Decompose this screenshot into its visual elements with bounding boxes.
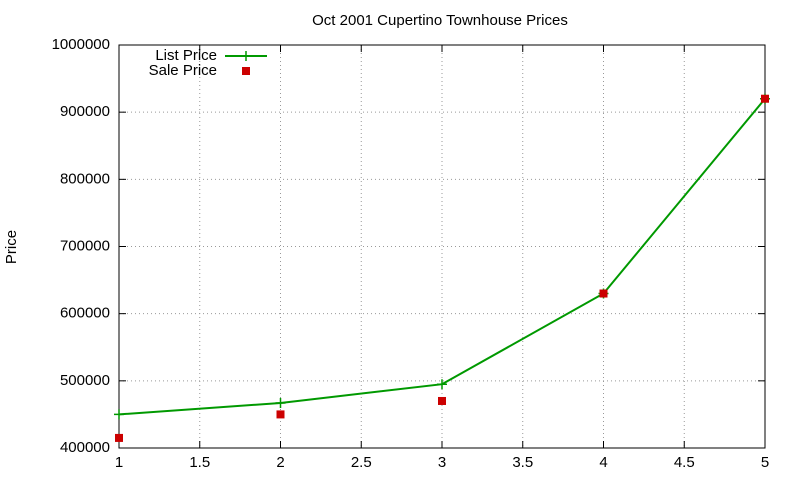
x-tick-label: 4.5 (674, 454, 695, 471)
x-tick-label: 1 (115, 454, 123, 471)
y-tick-label: 500000 (60, 372, 110, 389)
y-tick-label: 700000 (60, 237, 110, 254)
data-point (276, 410, 285, 419)
y-tick-label: 600000 (60, 305, 110, 322)
data-point (275, 397, 286, 408)
legend-marker (242, 67, 250, 75)
data-point (599, 289, 608, 298)
data-point (437, 379, 447, 390)
x-tick-label: 4 (599, 454, 607, 471)
legend-label: Sale Price (149, 62, 217, 79)
chart-title: Oct 2001 Cupertino Townhouse Prices (312, 12, 568, 29)
legend-label: List Price (155, 47, 217, 64)
x-tick-label: 5 (761, 454, 769, 471)
y-axis-label: Price (3, 230, 20, 264)
data-point (114, 409, 124, 420)
data-point (761, 94, 769, 103)
data-point (115, 433, 123, 442)
y-tick-label: 1000000 (52, 36, 110, 53)
legend-marker (241, 51, 251, 61)
x-tick-label: 3 (438, 454, 446, 471)
data-point (438, 396, 446, 405)
y-tick-label: 800000 (60, 170, 110, 187)
x-tick-label: 2 (276, 454, 284, 471)
plot-border (118, 44, 766, 449)
y-tick-label: 400000 (60, 439, 110, 456)
y-tick-label: 900000 (60, 103, 110, 120)
x-tick-label: 1.5 (189, 454, 210, 471)
x-tick-label: 2.5 (351, 454, 372, 471)
x-tick-label: 3.5 (512, 454, 533, 471)
